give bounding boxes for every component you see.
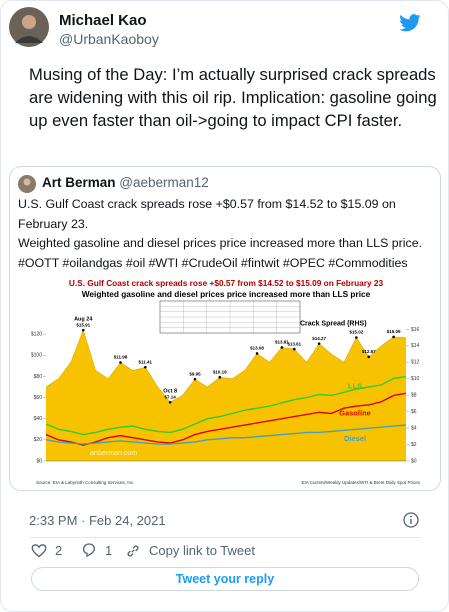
y-tick-label: $40 <box>34 416 43 422</box>
quoted-line: U.S. Gulf Coast crack spreads rose +$0.5… <box>18 197 396 211</box>
value-label: $14.27 <box>312 336 326 341</box>
y2-tick-label: $12 <box>411 360 420 366</box>
y2-tick-label: $2 <box>411 442 417 448</box>
value-label: $9.95 <box>189 371 201 376</box>
quoted-text: U.S. Gulf Coast crack spreads rose +$0.5… <box>18 195 422 273</box>
point <box>292 347 296 351</box>
point <box>255 352 259 355</box>
annotation: Aug 24 <box>74 317 93 323</box>
timestamp: 2:33 PM · Feb 24, 2021 <box>29 513 166 528</box>
author-handle: @UrbanKaoboy <box>59 31 159 47</box>
value-label: $11.41 <box>139 359 153 364</box>
area-fill <box>46 330 406 461</box>
chart-image: U.S. Gulf Coast crack spreads rose +$0.5… <box>10 273 440 490</box>
value-label: $7.14 <box>165 394 177 399</box>
quoted-avatar <box>18 175 36 193</box>
point <box>367 355 371 359</box>
line <box>45 375 407 436</box>
info-icon[interactable] <box>403 512 419 528</box>
point <box>193 377 197 381</box>
quoted-author: Art Berman @aeberman12 <box>42 175 209 190</box>
value-label: $15.91 <box>76 322 90 327</box>
reply-icon[interactable] <box>81 542 97 558</box>
point <box>280 346 284 349</box>
value-label: $13.81 <box>275 340 289 345</box>
chart-subtitle: Weighted gasoline and diesel prices pric… <box>82 289 371 299</box>
watermark: artberman.com <box>90 450 137 457</box>
value-label: $15.09 <box>387 329 401 334</box>
point <box>218 375 222 379</box>
y-tick-label: $120 <box>31 331 42 337</box>
author-name: Michael Kao <box>59 12 147 29</box>
y-tick-label: $100 <box>31 353 42 359</box>
series-label: Diesel <box>344 434 366 443</box>
point <box>168 400 172 404</box>
value-label: $13.08 <box>250 346 264 351</box>
divider <box>29 537 421 538</box>
source: Source: EIA & Labyrinth Consulting Servi… <box>36 480 135 485</box>
value-label: $10.19 <box>213 369 227 374</box>
y2-tick-label: $6 <box>411 409 417 415</box>
quoted-tweet: Art Berman @aeberman12 U.S. Gulf Coast c… <box>9 166 441 491</box>
tweet-line: up even faster than oil->going to impact… <box>29 111 403 130</box>
copy-link[interactable]: Copy link to Tweet <box>149 543 255 558</box>
tweet-line: are widening with this oil rip. Implicat… <box>29 88 437 107</box>
quoted-line: Weighted gasoline and diesel prices pric… <box>18 236 423 250</box>
quoted-name: Art Berman <box>42 175 116 190</box>
point <box>119 361 122 364</box>
value-label: $12.67 <box>362 349 376 354</box>
point <box>144 365 147 369</box>
chart-title: U.S. Gulf Coast crack spreads rose +$0.5… <box>69 278 384 288</box>
quoted-handle: @aeberman12 <box>119 175 209 190</box>
like-count: 2 <box>55 543 63 558</box>
annotation: Oct 8 <box>163 389 177 395</box>
y-tick-label: $80 <box>34 374 43 380</box>
point <box>355 336 358 339</box>
reply-button[interactable]: Tweet your reply <box>31 567 419 591</box>
area-line <box>45 329 407 403</box>
point <box>81 328 85 332</box>
series-label: Crack Spread (RHS) <box>300 320 367 327</box>
y2-tick-label: $8 <box>411 393 417 399</box>
y2-tick-label: $10 <box>411 376 420 382</box>
link-icon[interactable] <box>125 543 141 559</box>
y-tick-label: $0 <box>36 458 42 464</box>
point <box>317 342 321 345</box>
y2-tick-label: $16 <box>411 327 420 333</box>
value-label: $15.02 <box>349 330 363 335</box>
line <box>45 424 407 445</box>
y-tick-label: $20 <box>34 437 43 443</box>
quoted-line: February 23. <box>18 216 89 231</box>
point <box>392 335 395 339</box>
reply-count: 1 <box>105 543 113 558</box>
like-icon[interactable] <box>31 543 47 558</box>
avatar <box>9 7 49 47</box>
twitter-logo <box>399 14 421 32</box>
value-label: $13.61 <box>287 341 301 346</box>
tweet-text: Musing of the Day: I’m actually surprise… <box>29 63 437 132</box>
source-right: EIA Current/Weekly Updates/WTI & Brent D… <box>302 480 421 485</box>
series-label: LLS <box>348 381 362 390</box>
tweet-line: Musing of the Day: I’m actually surprise… <box>29 65 436 84</box>
line <box>45 392 407 446</box>
y2-tick-label: $4 <box>411 425 417 431</box>
y-tick-label: $60 <box>34 395 43 401</box>
y2-tick-label: $14 <box>411 343 420 349</box>
series-label: Gasoline <box>339 408 371 417</box>
quoted-line: #OOTT #oilandgas #oil #WTI #CrudeOil #fi… <box>18 255 408 270</box>
value-label: $11.98 <box>114 355 128 360</box>
y2-tick-label: $0 <box>411 458 417 464</box>
